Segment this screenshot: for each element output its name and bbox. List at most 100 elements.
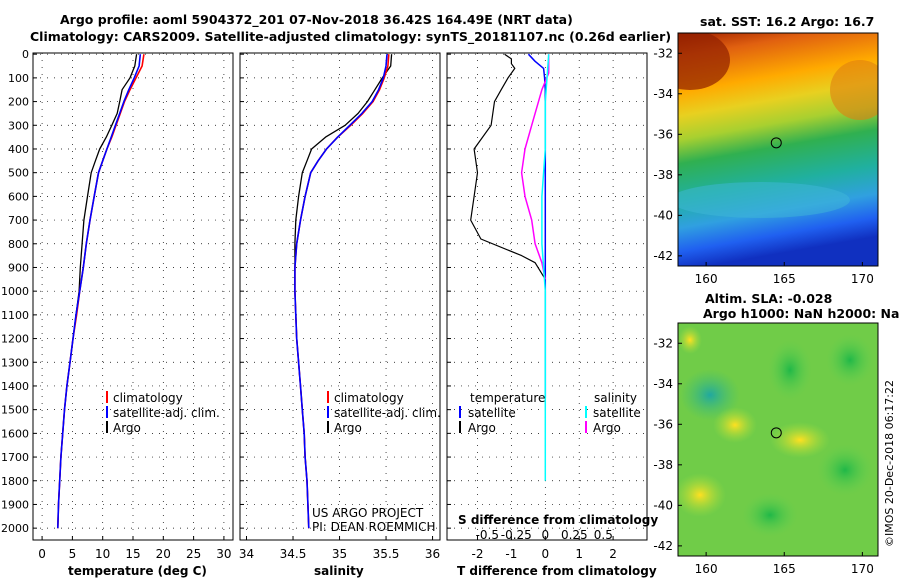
salinity-satellite-line bbox=[294, 54, 388, 529]
sst-map-argo-location-marker bbox=[770, 137, 782, 149]
temperature-tick-label: 20 bbox=[156, 547, 171, 561]
difference-axes bbox=[446, 52, 648, 541]
legend-argo-swatch bbox=[106, 421, 108, 433]
credit-pi: PI: DEAN ROEMMICH bbox=[312, 520, 435, 534]
sst-warm-patch bbox=[678, 33, 730, 90]
sst-map-lat-label: -42 bbox=[653, 249, 673, 263]
depth-tick-label: 1100 bbox=[1, 309, 29, 322]
sla-map-argo-location-marker bbox=[770, 427, 782, 439]
legend-t-satellite-swatch bbox=[459, 406, 461, 418]
sst-map-title: sat. SST: 16.2 Argo: 16.7 bbox=[700, 14, 875, 29]
sla-map-lat-label: -38 bbox=[653, 458, 673, 472]
sla-map-lon-label: 170 bbox=[851, 562, 874, 576]
salinity-tick-label: 35 bbox=[332, 547, 347, 561]
salinity-tick-label: 36 bbox=[425, 547, 440, 561]
s-difference-tick-label: 0.5 bbox=[594, 528, 613, 542]
sla-map-lat-label: -42 bbox=[653, 539, 673, 553]
legend-climatology-swatch bbox=[106, 391, 108, 403]
sst-map-lon-label: 160 bbox=[695, 272, 718, 286]
temperature-xlabel: temperature (deg C) bbox=[68, 564, 207, 578]
legend-satellite-swatch bbox=[106, 406, 108, 418]
difference-s-satellite-line bbox=[541, 54, 550, 481]
depth-tick-label: 1900 bbox=[1, 498, 29, 511]
salinity-argo-line bbox=[294, 54, 393, 529]
imos-copyright-label: ©IMOS 20-Dec-2018 06:17:22 bbox=[883, 380, 896, 547]
sla-map-title-line1: Altim. SLA: -0.028 bbox=[705, 291, 833, 306]
figure-title-line1: Argo profile: aoml 5904372_201 07-Nov-20… bbox=[60, 12, 573, 27]
legend-sal-argo: Argo bbox=[334, 421, 362, 435]
depth-tick-label: 1400 bbox=[1, 380, 29, 393]
sla-high-patch bbox=[678, 326, 702, 354]
depth-tick-label: 600 bbox=[8, 190, 29, 203]
depth-tick-label: 1700 bbox=[1, 451, 29, 464]
legend-temp-satellite: satellite-adj. clim. bbox=[113, 406, 220, 420]
sst-map bbox=[678, 33, 878, 266]
legend-diff-t-argo: Argo bbox=[468, 421, 496, 435]
temperature-satellite-line bbox=[57, 54, 142, 529]
sla-map-lon-label: 160 bbox=[695, 562, 718, 576]
sst-map-lon-label: 170 bbox=[851, 272, 874, 286]
sla-low-patch bbox=[742, 493, 798, 537]
legend-diff-t-satellite: satellite bbox=[468, 406, 516, 420]
sst-cool-patch bbox=[678, 182, 850, 218]
sst-map-lat-label: -38 bbox=[653, 168, 673, 182]
legend-diff-salinity-head: salinity bbox=[594, 391, 637, 405]
salinity-tick-label: 34.5 bbox=[280, 547, 307, 561]
difference-tick-label: 1 bbox=[575, 547, 583, 561]
legend-temp-argo: Argo bbox=[113, 421, 141, 435]
credit-project: US ARGO PROJECT bbox=[312, 506, 424, 520]
sla-high-patch bbox=[678, 473, 726, 517]
depth-tick-label: 100 bbox=[8, 72, 29, 85]
sla-map-lon-label: 165 bbox=[773, 562, 796, 576]
difference-tick-label: 2 bbox=[609, 547, 617, 561]
salinity-tick-label: 34 bbox=[239, 547, 254, 561]
legend-climatology-swatch bbox=[327, 391, 329, 403]
depth-tick-label: 200 bbox=[8, 96, 29, 109]
sst-map-lat-label: -34 bbox=[653, 87, 673, 101]
legend-sal-climatology: climatology bbox=[334, 391, 404, 405]
legend-t-argo-swatch bbox=[459, 421, 461, 433]
sla-map-frame bbox=[677, 322, 879, 557]
s-difference-axis-label: S difference from climatology bbox=[458, 513, 658, 527]
sla-low-patch bbox=[826, 334, 874, 386]
sla-low-patch bbox=[680, 369, 740, 421]
salinity-climatology-line bbox=[294, 54, 390, 529]
depth-tick-label: 0 bbox=[22, 48, 29, 61]
depth-tick-label: 400 bbox=[8, 143, 29, 156]
legend-diff-s-argo: Argo bbox=[593, 421, 621, 435]
legend-diff-temperature-head: temperature bbox=[470, 391, 545, 405]
depth-tick-label: 900 bbox=[8, 261, 29, 274]
depth-tick-label: 1200 bbox=[1, 333, 29, 346]
legend-s-satellite-swatch bbox=[585, 406, 587, 418]
salinity-axes bbox=[239, 52, 441, 541]
temperature-climatology-line bbox=[57, 54, 145, 529]
temperature-tick-label: 10 bbox=[95, 547, 110, 561]
s-difference-tick-label: -0.25 bbox=[501, 528, 532, 542]
sla-map-title-line2: Argo h1000: NaN h2000: NaN bbox=[703, 306, 900, 321]
sla-map bbox=[678, 323, 878, 556]
sst-map-lon-label: 165 bbox=[773, 272, 796, 286]
sla-map-lat-label: -40 bbox=[653, 498, 673, 512]
sla-low-patch bbox=[768, 340, 812, 400]
legend-temp-climatology: climatology bbox=[113, 391, 183, 405]
legend-satellite-swatch bbox=[327, 406, 329, 418]
sla-map-lat-label: -36 bbox=[653, 417, 673, 431]
difference-xlabel: T difference from climatology bbox=[457, 564, 657, 578]
sla-high-patch bbox=[770, 422, 830, 458]
difference-tick-label: 0 bbox=[541, 547, 549, 561]
sla-low-patch bbox=[817, 444, 873, 496]
temperature-tick-label: 5 bbox=[69, 547, 77, 561]
sla-map-lat-label: -34 bbox=[653, 377, 673, 391]
depth-tick-label: 1300 bbox=[1, 356, 29, 369]
sst-map-frame bbox=[677, 32, 879, 267]
legend-diff-s-satellite: satellite bbox=[593, 406, 641, 420]
difference-tick-label: -1 bbox=[505, 547, 517, 561]
temperature-tick-label: 15 bbox=[125, 547, 140, 561]
difference-t-argo-line bbox=[470, 53, 546, 292]
temperature-tick-label: 30 bbox=[216, 547, 231, 561]
depth-tick-label: 1600 bbox=[1, 427, 29, 440]
sla-high-patch bbox=[713, 407, 757, 443]
difference-s-argo-line bbox=[520, 54, 550, 280]
depth-tick-label: 300 bbox=[8, 119, 29, 132]
